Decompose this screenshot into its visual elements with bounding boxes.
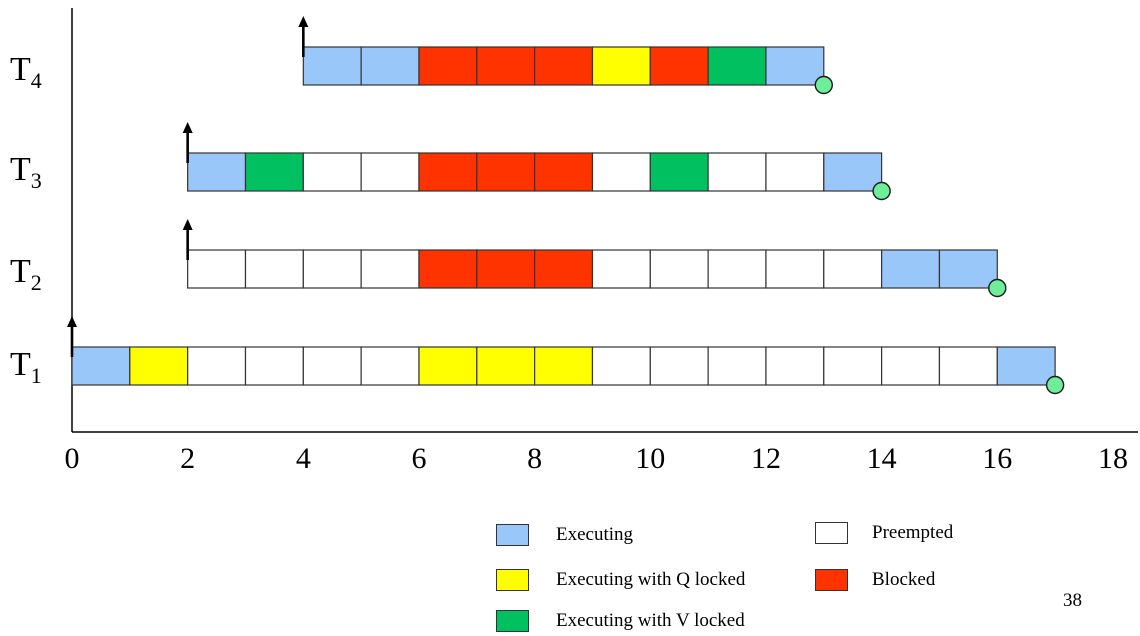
slot-blocked (418, 249, 478, 289)
slot-preempted (707, 346, 767, 386)
slot-blocked (649, 46, 709, 86)
slot-blocked (476, 46, 536, 86)
slot-executing (302, 46, 362, 86)
slot-executing_q (418, 346, 478, 386)
x-tick-label: 2 (180, 442, 195, 470)
task-label: T2 (10, 253, 42, 295)
slot-executing (187, 152, 247, 192)
release-arrow-head (182, 219, 193, 230)
legend-item-executing-v: Executing with V locked (496, 610, 745, 632)
legend-label-preempted: Preempted (872, 522, 954, 543)
legend-label-executing-v: Executing with V locked (556, 610, 745, 631)
x-tick-label: 12 (751, 442, 781, 470)
x-tick-label: 4 (296, 442, 311, 470)
slot-preempted (187, 249, 247, 289)
legend-label-blocked: Blocked (872, 569, 936, 590)
slot-preempted (707, 152, 767, 192)
slot-preempted (360, 152, 420, 192)
slot-preempted (302, 249, 362, 289)
x-tick-labels: 0 2 4 6 8 10 12 14 16 18 (65, 442, 1128, 470)
x-tick-label: 8 (527, 442, 542, 470)
slot-preempted (938, 346, 998, 386)
x-tick-label: 14 (867, 442, 897, 470)
gantt-chart: T4 T3 T2 T1 0 2 4 6 8 10 12 14 16 18 (10, 8, 1138, 470)
slot-blocked (476, 249, 536, 289)
release-arrow-head (182, 122, 193, 133)
slot-preempted (765, 249, 825, 289)
slot-executing_v (649, 152, 709, 192)
slot-preempted (591, 152, 651, 192)
legend-item-executing: Executing (496, 524, 633, 546)
slot-blocked (534, 152, 594, 192)
slot-preempted (881, 346, 941, 386)
x-tick-label: 6 (411, 442, 426, 470)
completion-marker (988, 278, 1007, 298)
slot-executing (360, 46, 420, 86)
task-label: T4 (10, 51, 42, 93)
x-tick-label: 10 (635, 442, 665, 470)
legend-item-executing-q: Executing with Q locked (496, 569, 745, 591)
x-tick-label: 0 (65, 442, 80, 470)
slot-preempted (244, 249, 304, 289)
slot-preempted (187, 346, 247, 386)
completion-marker (1045, 375, 1065, 395)
page-number: 38 (1063, 590, 1082, 611)
slot-preempted (649, 249, 709, 289)
task-rows: T4 T3 T2 T1 (10, 16, 1065, 395)
slot-executing_q (591, 46, 651, 86)
release-arrow-head (67, 316, 77, 327)
slot-preempted (591, 249, 651, 289)
slot-blocked (418, 46, 478, 86)
release-arrow-head (298, 16, 309, 27)
slot-executing_v (244, 152, 304, 192)
slot-preempted (302, 152, 362, 192)
legend-item-blocked: Blocked (815, 569, 935, 591)
slot-executing (765, 46, 825, 86)
legend-swatch-executing (496, 524, 529, 546)
legend-swatch-preempted (815, 522, 848, 544)
slot-preempted (765, 152, 825, 192)
slot-preempted (360, 346, 420, 386)
slot-preempted (360, 249, 420, 289)
slot-executing_q (129, 346, 189, 386)
slot-blocked (418, 152, 478, 192)
legend-label-executing: Executing (556, 524, 634, 545)
slot-blocked (476, 152, 536, 192)
slot-preempted (649, 346, 709, 386)
slot-blocked (534, 46, 594, 86)
slot-preempted (302, 346, 362, 386)
slot-preempted (244, 346, 304, 386)
slot-preempted (823, 346, 883, 386)
slot-executing_q (476, 346, 536, 386)
legend-swatch-executing-v (496, 610, 529, 632)
slot-preempted (707, 249, 767, 289)
task-label: T3 (10, 151, 42, 193)
slot-executing (823, 152, 883, 192)
completion-marker (814, 75, 833, 95)
slot-blocked (534, 249, 594, 289)
slot-executing (938, 249, 998, 289)
x-tick-label: 18 (1098, 442, 1128, 470)
task-label: T1 (10, 346, 42, 388)
x-tick-label: 16 (982, 442, 1012, 470)
legend-swatch-executing-q (496, 569, 529, 591)
slot-executing_v (707, 46, 767, 86)
task-row-T3: T3 (10, 122, 891, 201)
slot-executing (71, 346, 131, 386)
task-row-T4: T4 (10, 16, 833, 95)
slot-executing (996, 346, 1056, 386)
completion-marker (872, 181, 891, 201)
slot-executing (881, 249, 941, 289)
task-row-T2: T2 (10, 219, 1007, 298)
legend-swatch-blocked (815, 569, 848, 591)
slot-preempted (823, 249, 883, 289)
slot-preempted (591, 346, 651, 386)
task-row-T1: T1 (10, 316, 1065, 395)
legend-item-preempted: Preempted (815, 522, 953, 544)
legend-label-executing-q: Executing with Q locked (556, 569, 746, 590)
slot-preempted (765, 346, 825, 386)
slot-executing_q (534, 346, 594, 386)
